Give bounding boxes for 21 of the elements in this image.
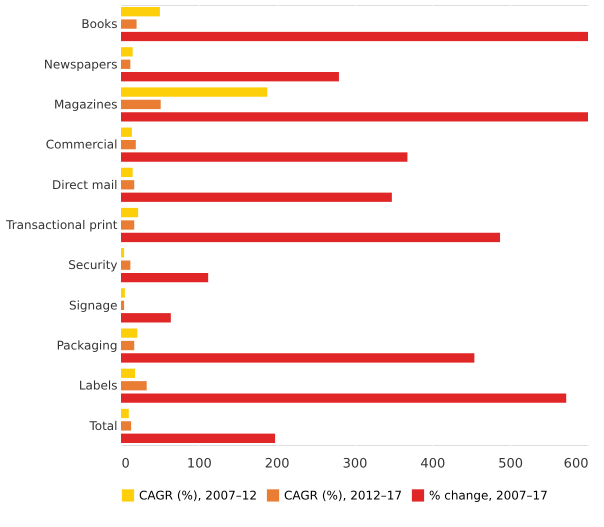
x-tick-label: 600 [564,456,588,472]
x-tick-label: 0 [122,456,130,472]
x-tick-label: 400 [420,456,446,472]
y-tick-label: Transactional print [5,218,118,232]
y-tick-label: Direct mail [52,178,118,192]
y-tick-label: Security [68,258,118,272]
x-tick-label: 300 [342,456,368,472]
legend-label: CAGR (%), 2012–17 [284,488,402,502]
y-tick-label: Magazines [54,97,118,112]
y-tick-label: Signage [68,298,118,312]
x-tick-label: 200 [264,456,290,472]
x-tick-label: 500 [498,456,524,472]
x-tick-label: 100 [186,456,212,472]
y-tick-label: Labels [78,378,118,393]
y-tick-label: Commercial [46,138,118,152]
y-tick-label: Newspapers [44,57,118,72]
y-tick-label: Packaging [56,338,118,353]
y-tick-label: Total [88,418,118,433]
legend-label: CAGR (%), 2007–12 [139,488,258,502]
legend-label: % change, 2007–17 [429,488,548,502]
y-tick-label: Books [81,17,118,32]
